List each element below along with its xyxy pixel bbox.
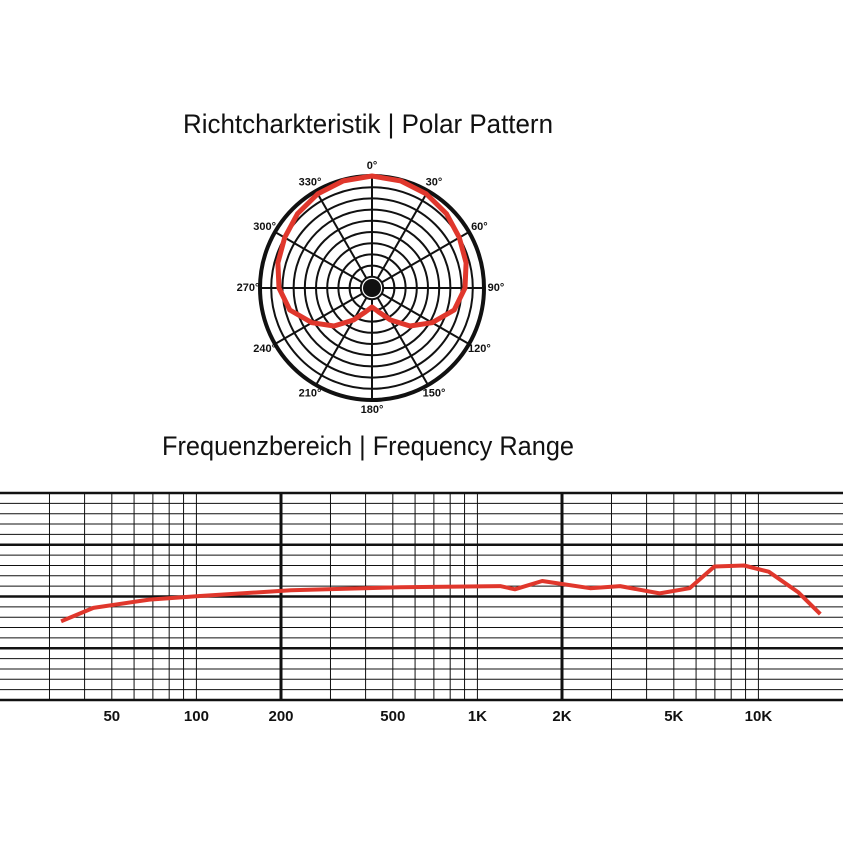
polar-center [363, 279, 381, 297]
polar-spoke [274, 231, 363, 284]
angle-label: 30° [426, 176, 443, 188]
angle-label: 240° [253, 343, 276, 355]
x-tick-label: 2K [552, 708, 571, 725]
angle-label: 60° [471, 221, 488, 233]
angle-label: 120° [468, 343, 491, 355]
angle-label: 300° [253, 221, 276, 233]
x-tick-label: 50 [103, 708, 120, 725]
angle-label: 0° [367, 160, 378, 172]
polar-pattern [275, 173, 469, 329]
polar-spoke [381, 231, 470, 284]
polar-spoke [376, 190, 429, 279]
angle-label: 210° [299, 388, 322, 400]
x-tick-label: 10K [745, 708, 773, 725]
response-line [60, 563, 822, 624]
polar-spoke [376, 297, 429, 386]
polar-spoke [274, 292, 363, 345]
angle-label: 90° [488, 282, 505, 294]
polar-spoke [381, 292, 470, 345]
angle-label: 180° [361, 404, 384, 416]
x-tick-label: 5K [664, 708, 683, 725]
frequency-title: Frequenzbereich | Frequency Range [162, 431, 574, 461]
x-tick-label: 200 [268, 708, 293, 725]
x-tick-label: 1K [468, 708, 487, 725]
x-tick-label: 500 [380, 708, 405, 725]
angle-label: 150° [423, 388, 446, 400]
angle-label: 330° [299, 176, 322, 188]
polar-title: Richtcharkteristik | Polar Pattern [183, 109, 553, 139]
polar-spoke [315, 190, 368, 279]
x-tick-label: 100 [184, 708, 209, 725]
polar-spoke [315, 297, 368, 386]
angle-label: 270° [237, 282, 260, 294]
